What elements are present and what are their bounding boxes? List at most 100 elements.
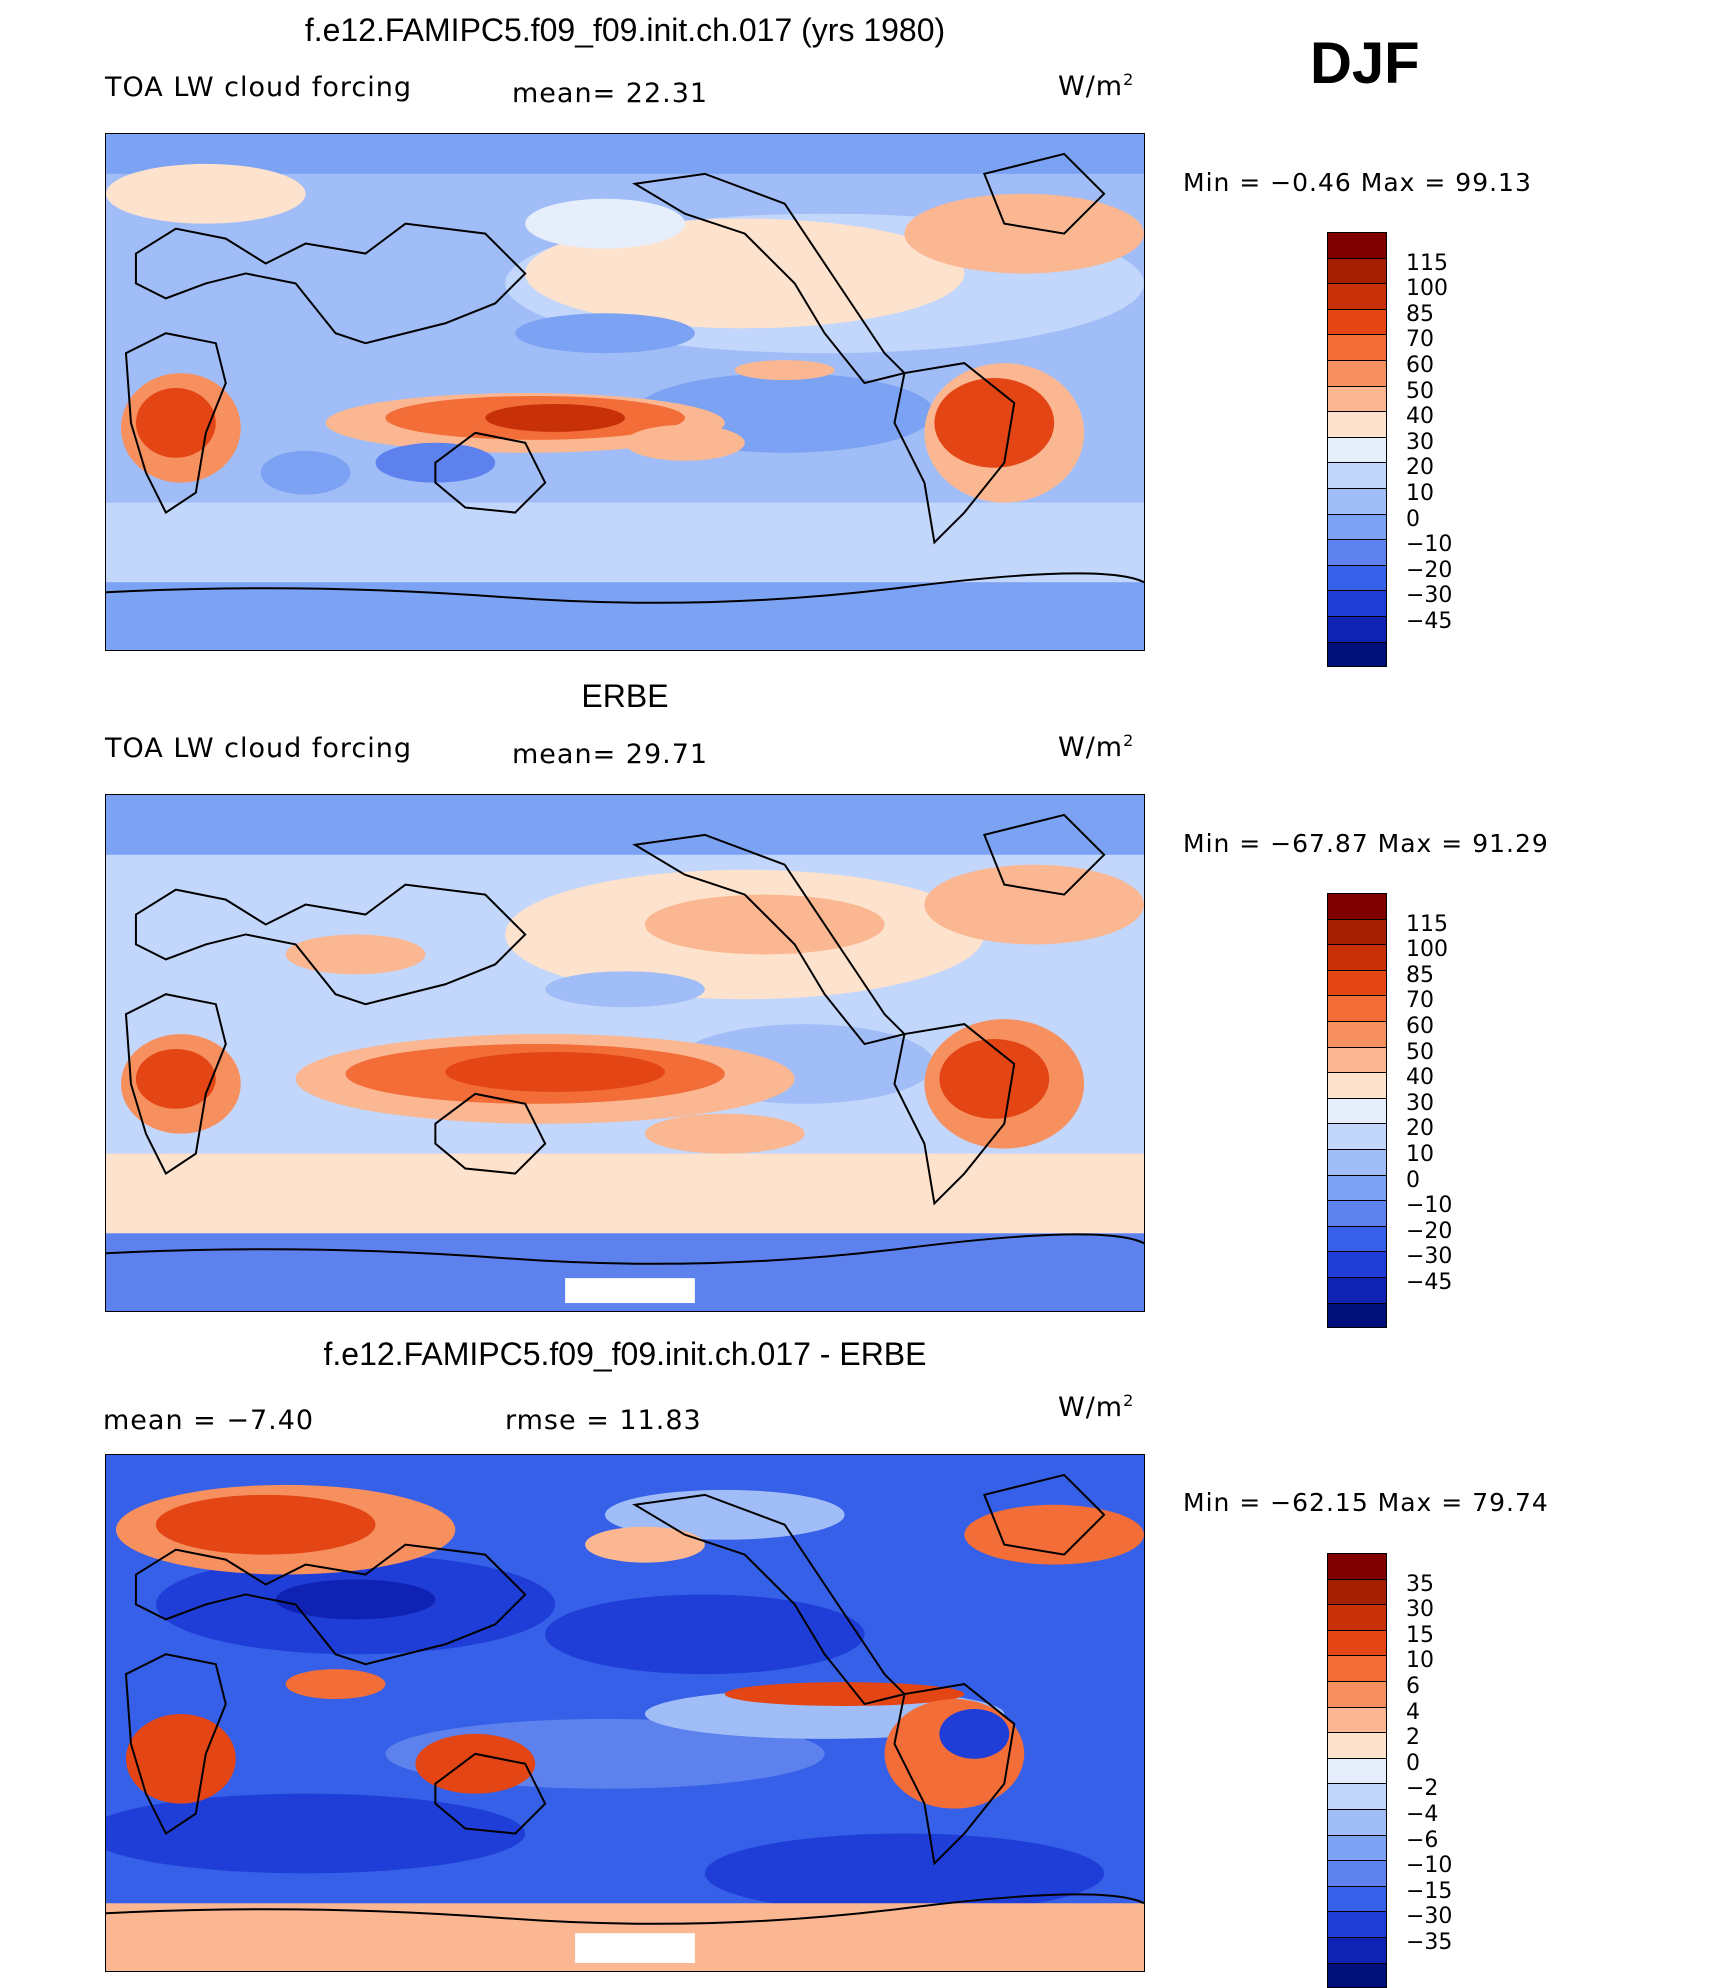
colorbar-swatch	[1327, 1277, 1387, 1303]
colorbar-swatch	[1327, 1553, 1387, 1579]
colorbar-tick-label: 30	[1406, 1597, 1434, 1623]
mean-value: mean = −7.40	[103, 1405, 315, 1436]
colorbar-tick-label: 6	[1406, 1674, 1420, 1699]
colorbar-tick-label: 85	[1406, 301, 1434, 327]
colorbar-tick-label: 100	[1406, 937, 1448, 963]
colorbar-tick-label: 2	[1406, 1725, 1420, 1751]
units-label: W/m2	[1058, 70, 1135, 102]
colorbar-tick-label: 30	[1406, 429, 1434, 455]
colorbar-tick-label: 4	[1406, 1699, 1420, 1725]
colorbar-tick-label: −20	[1406, 557, 1453, 583]
colorbar-swatch	[1327, 1200, 1387, 1226]
units-label: W/m2	[1058, 731, 1135, 763]
colorbar-swatch	[1327, 334, 1387, 360]
map-model	[105, 133, 1145, 651]
colorbar-swatch	[1327, 1706, 1387, 1733]
variable-label: TOA LW cloud forcing	[105, 72, 412, 103]
colorbar-swatch	[1327, 1174, 1387, 1201]
colorbar-swatch	[1327, 616, 1387, 642]
colorbar-swatch	[1327, 1251, 1387, 1277]
colorbar-swatch	[1327, 1885, 1387, 1912]
colorbar-tick-label: 50	[1406, 378, 1434, 404]
colorbar-swatch	[1327, 1021, 1387, 1047]
mean-value: mean= 22.31	[512, 78, 709, 109]
colorbar-tick-label: 60	[1406, 353, 1434, 378]
colorbar-swatch	[1327, 360, 1387, 386]
colorbar-tick-label: −10	[1406, 1193, 1453, 1219]
colorbar-swatch	[1327, 1225, 1387, 1252]
colorbar-tick-label: 100	[1406, 276, 1448, 302]
colorbar-swatch	[1327, 1834, 1387, 1861]
colorbar-tick-label: 15	[1406, 1622, 1434, 1648]
min-max: Min = −67.87 Max = 91.29	[1183, 829, 1549, 858]
colorbar-tick-label: −35	[1406, 1930, 1453, 1955]
colorbar-swatch	[1327, 539, 1387, 565]
colorbar-tick-label: 85	[1406, 962, 1434, 988]
colorbar-tick-label: −2	[1406, 1776, 1439, 1802]
colorbar-tick-label: 20	[1406, 455, 1434, 481]
colorbar-swatch	[1327, 641, 1387, 668]
colorbar-swatch	[1327, 462, 1387, 488]
colorbar-swatch	[1327, 232, 1387, 258]
colorbar-swatch	[1327, 969, 1387, 996]
colorbar-tick-label: −10	[1406, 1853, 1453, 1879]
min-max: Min = −62.15 Max = 79.74	[1183, 1488, 1549, 1517]
panel-title: ERBE	[581, 678, 669, 714]
map-diff	[105, 1454, 1145, 1972]
colorbar-swatch	[1327, 1149, 1387, 1175]
colorbar-swatch	[1327, 1681, 1387, 1707]
colorbar-swatch	[1327, 1757, 1387, 1784]
panel-title: f.e12.FAMIPC5.f09_f09.init.ch.017 - ERBE	[323, 1336, 927, 1372]
colorbar-tick-label: −15	[1406, 1878, 1453, 1904]
colorbar-swatch	[1327, 1578, 1387, 1605]
rmse-value: rmse = 11.83	[505, 1405, 702, 1436]
colorbar-swatch	[1327, 1302, 1387, 1329]
colorbar-tick-label: 10	[1406, 1648, 1434, 1674]
colorbar-tick-label: 0	[1406, 506, 1420, 532]
colorbar-tick-label: −4	[1406, 1802, 1439, 1827]
colorbar-swatch	[1327, 1655, 1387, 1681]
colorbar-swatch	[1327, 1809, 1387, 1835]
colorbar-tick-label: −30	[1406, 583, 1453, 609]
colorbar-tick-label: −6	[1406, 1827, 1439, 1853]
colorbar-swatch	[1327, 436, 1387, 463]
colorbar-tick-label: −10	[1406, 532, 1453, 558]
colorbar-tick-label: 115	[1406, 911, 1448, 937]
colorbar-tick-label: 0	[1406, 1167, 1420, 1193]
colorbar-tick-label: −45	[1406, 1270, 1453, 1295]
colorbar-swatch	[1327, 944, 1387, 970]
colorbar-tick-label: −45	[1406, 609, 1453, 634]
colorbar-tick-label: 0	[1406, 1750, 1420, 1776]
units-label: W/m2	[1058, 1391, 1135, 1423]
colorbar-tick-label: −30	[1406, 1244, 1453, 1270]
colorbar-swatch	[1327, 513, 1387, 540]
colorbar-swatch	[1327, 893, 1387, 919]
variable-label: TOA LW cloud forcing	[105, 733, 412, 764]
colorbar-swatch	[1327, 918, 1387, 945]
colorbar-swatch	[1327, 564, 1387, 591]
colorbar-swatch	[1327, 257, 1387, 284]
colorbar-tick-label: 10	[1406, 1142, 1434, 1167]
colorbar-swatch	[1327, 1962, 1387, 1988]
colorbar-swatch	[1327, 1937, 1387, 1963]
colorbar-tick-label: 60	[1406, 1014, 1434, 1039]
colorbar-tick-label: 40	[1406, 1065, 1434, 1091]
colorbar-swatch	[1327, 1097, 1387, 1124]
colorbar-swatch	[1327, 1783, 1387, 1809]
colorbar-tick-label: 30	[1406, 1090, 1434, 1116]
colorbar-tick-label: 70	[1406, 327, 1434, 353]
colorbar-tick-label: −30	[1406, 1904, 1453, 1930]
colorbar-swatch	[1327, 283, 1387, 309]
colorbar-tick-label: 20	[1406, 1116, 1434, 1142]
panel-title: f.e12.FAMIPC5.f09_f09.init.ch.017 (yrs 1…	[304, 12, 946, 48]
colorbar-swatch	[1327, 411, 1387, 437]
colorbar-swatch	[1327, 1732, 1387, 1758]
colorbar-tick-label: −20	[1406, 1218, 1453, 1244]
colorbar-tick-label: 10	[1406, 481, 1434, 506]
colorbar-swatch	[1327, 385, 1387, 412]
map-obs	[105, 794, 1145, 1312]
colorbar-tick-label: 35	[1406, 1571, 1434, 1597]
colorbar-tick-label: 50	[1406, 1039, 1434, 1065]
colorbar-swatch	[1327, 995, 1387, 1021]
mean-value: mean= 29.71	[512, 739, 709, 770]
